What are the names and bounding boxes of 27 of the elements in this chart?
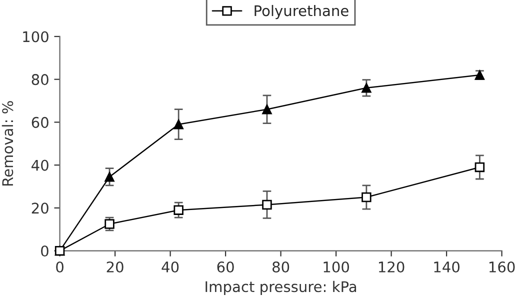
y-tick-label: 20: [32, 202, 48, 214]
x-tick-label: 100: [324, 261, 349, 273]
x-tick-label: 60: [217, 261, 234, 273]
x-tick-label: 20: [106, 261, 124, 273]
x-tick-label: 120: [378, 261, 404, 273]
y-tick-label: 80: [32, 74, 48, 86]
point: [174, 119, 184, 130]
point: [262, 104, 272, 114]
y-tick-label: 0: [41, 246, 48, 257]
y-tick-label: 60: [32, 116, 48, 128]
point: [474, 162, 485, 172]
x-tick-label: 80: [272, 261, 290, 273]
point: [104, 219, 114, 229]
x-tick-label: 140: [434, 261, 460, 273]
y-tick-label: 100: [23, 31, 48, 42]
point: [262, 200, 272, 210]
point: [362, 83, 372, 93]
y-tick-label: 40: [32, 160, 48, 171]
point: [362, 192, 372, 202]
x-tick-label: 160: [489, 261, 515, 273]
point: [104, 172, 114, 182]
x-tick-label: 40: [162, 261, 179, 273]
point: [174, 205, 184, 215]
x-axis-title: Impact pressure: kPa: [206, 280, 356, 295]
y-axis-title: Removal: %: [2, 101, 14, 186]
x-tick-label: 0: [56, 261, 64, 273]
legend-label: Polyurethane: [254, 4, 348, 20]
